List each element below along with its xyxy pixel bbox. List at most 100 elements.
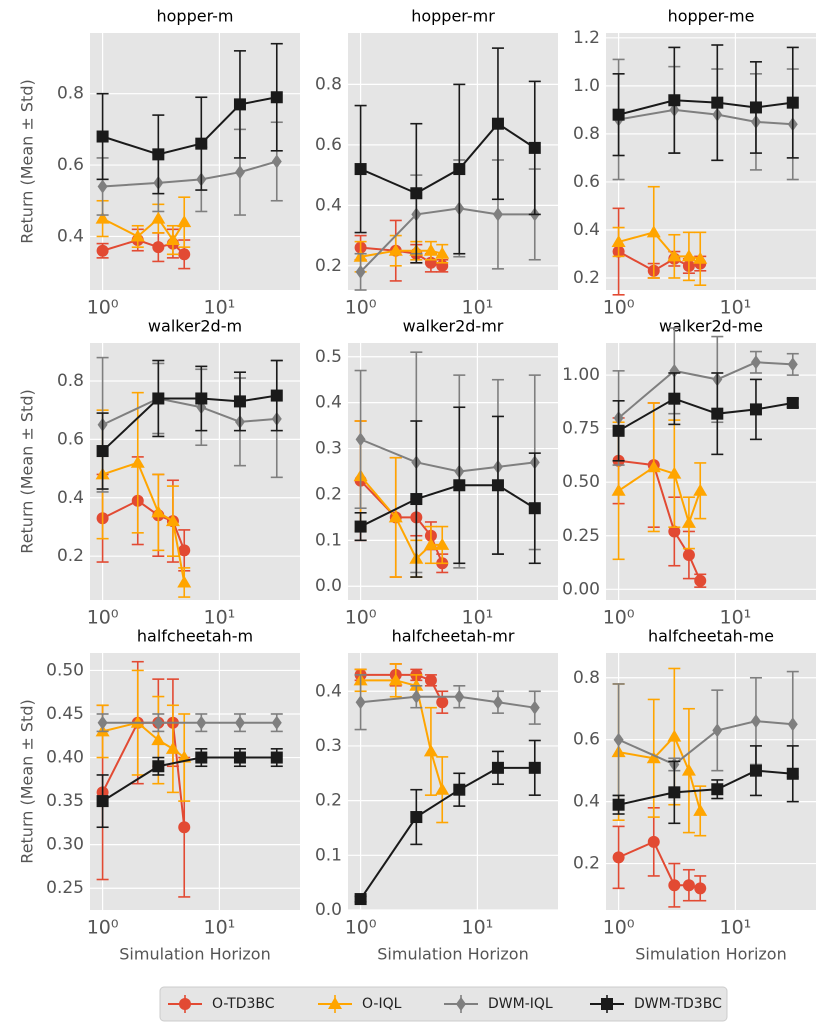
series <box>96 713 283 733</box>
x-tick-label: 10¹ <box>203 917 235 939</box>
subplot-title: hopper-me <box>668 7 755 26</box>
plot-background <box>90 33 300 290</box>
plot-background <box>606 653 816 910</box>
series <box>612 807 707 908</box>
data-point <box>96 445 109 458</box>
x-tick-label: 10⁰ <box>345 297 377 319</box>
data-point <box>613 732 624 747</box>
data-point <box>271 715 282 730</box>
y-tick-label: 0.75 <box>562 419 600 439</box>
data-point <box>234 165 245 180</box>
series <box>96 42 283 195</box>
legend-label: DWM-TD3BC <box>634 996 722 1012</box>
legend-label: DWM-IQL <box>488 996 553 1012</box>
data-point <box>355 264 366 279</box>
y-tick-label: 0.35 <box>46 791 84 811</box>
data-point <box>453 783 466 796</box>
x-tick-label: 10¹ <box>719 607 751 629</box>
data-point <box>151 733 166 746</box>
data-point <box>492 207 503 222</box>
data-point <box>165 233 180 246</box>
x-tick-label: 10⁰ <box>87 917 119 939</box>
data-point <box>454 689 465 704</box>
data-point <box>711 407 724 420</box>
data-point <box>423 744 438 757</box>
data-point <box>153 715 164 730</box>
data-point <box>423 537 438 550</box>
series <box>96 359 283 490</box>
x-tick-label: 10⁰ <box>603 917 635 939</box>
series <box>612 745 799 825</box>
data-point <box>491 117 504 130</box>
data-point <box>97 715 108 730</box>
data-point <box>388 510 403 523</box>
y-tick-label: 1.00 <box>562 365 600 385</box>
data-point <box>96 244 109 257</box>
y-tick-label: 0.8 <box>57 371 84 391</box>
series <box>612 44 799 162</box>
data-point <box>388 673 403 686</box>
data-point <box>786 96 799 109</box>
data-point <box>435 246 450 259</box>
y-tick-label: 0.8 <box>573 124 600 144</box>
data-point <box>271 154 282 169</box>
x-tick-label: 10¹ <box>719 917 751 939</box>
x-tick-label: 10⁰ <box>345 607 377 629</box>
data-point <box>233 98 246 111</box>
data-point <box>611 483 626 496</box>
data-point <box>668 525 681 538</box>
data-point <box>178 544 191 557</box>
legend-marker <box>601 998 613 1010</box>
data-point <box>612 424 625 437</box>
data-point <box>787 357 798 372</box>
y-tick-label: 0.25 <box>46 878 84 898</box>
x-tick-label: 10¹ <box>203 607 235 629</box>
x-tick-label: 10¹ <box>203 297 235 319</box>
data-point <box>95 211 110 224</box>
data-point <box>668 879 681 892</box>
data-point <box>178 821 191 834</box>
y-tick-label: 0.40 <box>46 748 84 768</box>
y-tick-label: 0.3 <box>315 439 342 459</box>
data-point <box>97 179 108 194</box>
data-point <box>693 251 708 264</box>
data-point <box>681 249 696 262</box>
data-point <box>410 187 423 200</box>
data-point <box>668 392 681 405</box>
y-tick-label: 0.30 <box>46 835 84 855</box>
y-tick-label: 0.8 <box>57 84 84 104</box>
data-point <box>355 695 366 710</box>
series <box>354 406 541 578</box>
data-point <box>270 389 283 402</box>
plot-background <box>348 33 558 290</box>
y-tick-label: 0.4 <box>573 792 600 812</box>
data-point <box>435 537 450 550</box>
data-point <box>528 761 541 774</box>
series <box>612 372 799 462</box>
data-point <box>668 94 681 107</box>
data-point <box>786 767 799 780</box>
data-point <box>711 783 724 796</box>
data-point <box>528 141 541 154</box>
y-tick-label: 0.6 <box>57 429 84 449</box>
data-point <box>749 403 762 416</box>
data-point <box>612 108 625 121</box>
data-point <box>693 483 708 496</box>
series <box>354 739 541 906</box>
y-axis-label: Return (Mean ± Std) <box>18 389 37 553</box>
data-point <box>749 101 762 114</box>
y-tick-label: 0.50 <box>46 660 84 680</box>
data-point <box>612 798 625 811</box>
x-axis-label: Simulation Horizon <box>635 945 786 964</box>
data-point <box>669 363 680 378</box>
x-axis-label: Simulation Horizon <box>377 945 528 964</box>
data-point <box>646 460 661 473</box>
y-tick-label: 1.0 <box>573 76 600 96</box>
plot-background <box>348 343 558 600</box>
data-point <box>96 130 109 143</box>
series <box>354 47 541 264</box>
x-axis-label: Simulation Horizon <box>119 945 270 964</box>
data-point <box>694 882 707 895</box>
